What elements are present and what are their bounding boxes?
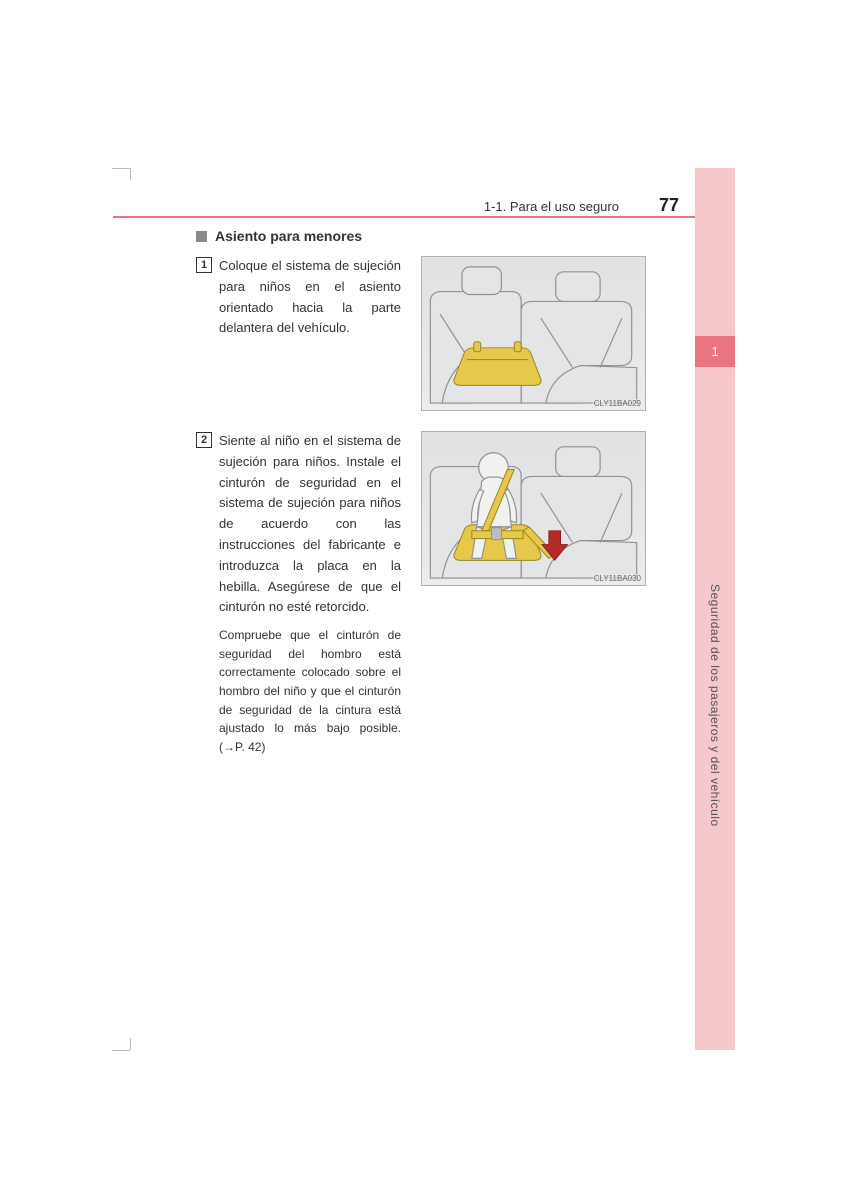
- seat-illustration-icon: [422, 257, 645, 410]
- main-content: Asiento para menores 1 Coloque el sistem…: [196, 228, 668, 776]
- heading-row: Asiento para menores: [196, 228, 668, 244]
- section-heading: Asiento para menores: [215, 228, 362, 244]
- page-number: 77: [659, 195, 679, 216]
- step-number: 2: [201, 434, 207, 446]
- illustration-code: CLY11BA030: [593, 574, 642, 583]
- crop-mark: [112, 168, 130, 169]
- illustration-2: CLY11BA030: [421, 431, 646, 586]
- step-2: 2 Siente al niño en el sistema de sujeci…: [196, 431, 668, 756]
- illustration-code: CLY11BA029: [593, 399, 642, 408]
- chapter-title-vertical: Seguridad de los pasajeros y del vehícul…: [695, 380, 735, 1030]
- chapter-title-text: Seguridad de los pasajeros y del vehícul…: [708, 584, 722, 827]
- header-divider: [113, 216, 695, 218]
- step-text-block: 2 Siente al niño en el sistema de sujeci…: [196, 431, 401, 756]
- child-seat-illustration-icon: [422, 432, 645, 585]
- step-body: Siente al niño en el sistema de sujeción…: [219, 431, 401, 618]
- step-body: Coloque el sistema de sujeción para niño…: [219, 256, 401, 339]
- square-bullet-icon: [196, 231, 207, 242]
- crop-mark: [130, 1038, 131, 1050]
- page-header: 1-1. Para el uso seguro 77: [113, 195, 695, 217]
- step-text-block: 1 Coloque el sistema de sujeción para ni…: [196, 256, 401, 339]
- step-note: Compruebe que el cinturón de seguridad d…: [219, 626, 401, 756]
- step-number: 1: [201, 259, 207, 271]
- step-1: 1 Coloque el sistema de sujeción para ni…: [196, 256, 668, 411]
- chapter-number: 1: [711, 344, 718, 359]
- step-number-box: 1: [196, 257, 212, 273]
- section-label: 1-1. Para el uso seguro: [484, 199, 619, 214]
- crop-mark: [130, 168, 131, 180]
- crop-mark: [112, 1050, 130, 1051]
- step-number-box: 2: [196, 432, 212, 448]
- chapter-tab: 1: [695, 336, 735, 367]
- illustration-1: CLY11BA029: [421, 256, 646, 411]
